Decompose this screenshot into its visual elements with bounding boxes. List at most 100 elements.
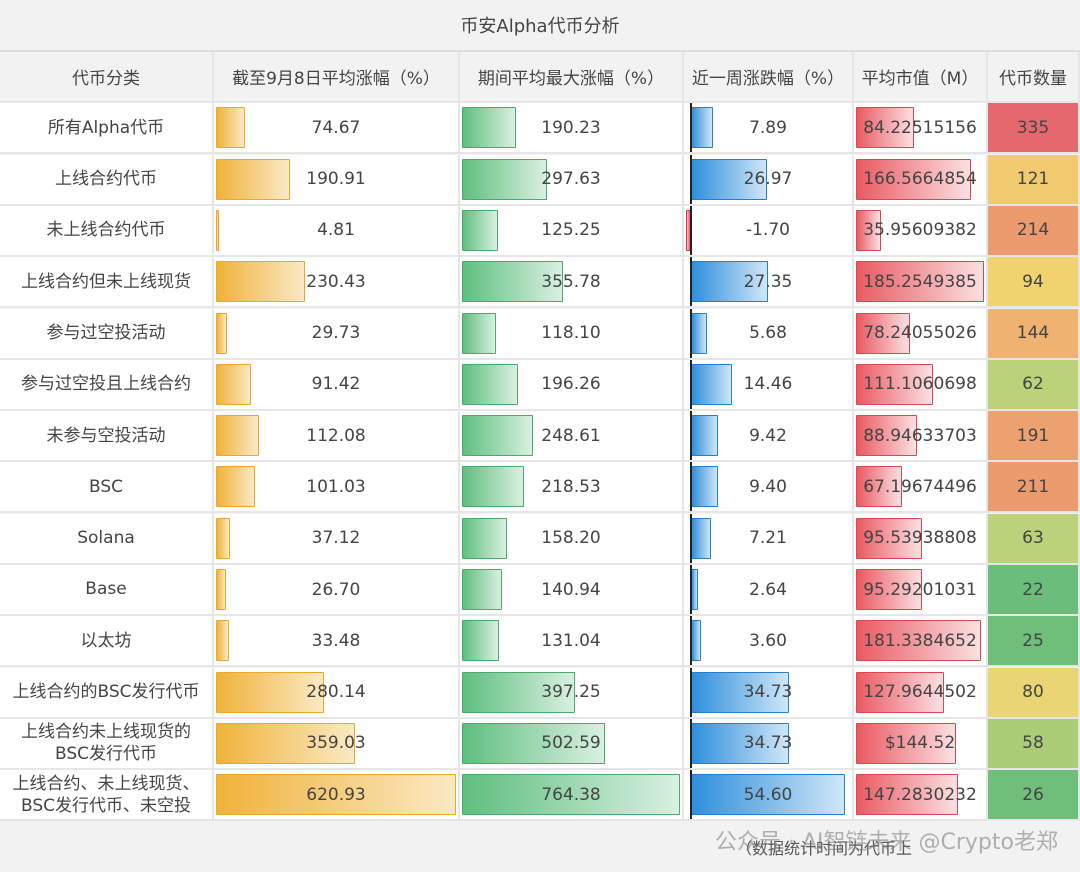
table-row: 所有Alpha代币 74.67 190.23 7.89 84.22515156 335 — [0, 103, 1080, 155]
cell-value: 118.10 — [541, 323, 601, 343]
cell-avg-max-gain: 190.23 — [460, 103, 684, 155]
avg-mcap-bar — [856, 569, 922, 610]
avg-gain-bar — [216, 671, 325, 713]
cell-value: 248.61 — [541, 425, 601, 446]
cell-avg-mcap: 88.94633703 — [854, 411, 988, 463]
avg-gain-bar — [216, 261, 306, 303]
cell-avg-max-gain: 297.63 — [460, 154, 684, 206]
cell-avg-gain: 33.48 — [214, 616, 460, 668]
weekly-zero-axis — [690, 513, 692, 563]
cell-avg-max-gain: 158.20 — [460, 513, 684, 565]
cell-count: 58 — [988, 718, 1080, 770]
cell-weekly-change: 34.73 — [684, 718, 854, 770]
avg-max-gain-bar — [462, 569, 503, 610]
avg-max-gain-bar — [462, 466, 525, 508]
cell-value: -1.70 — [746, 220, 790, 241]
cell-value: 14.46 — [743, 374, 793, 395]
cell-value: 620.93 — [306, 784, 366, 805]
cell-value: 58 — [1022, 733, 1044, 754]
cell-avg-mcap: 95.29201031 — [854, 565, 988, 616]
cell-weekly-change: 9.42 — [684, 411, 854, 463]
weekly-zero-axis — [690, 667, 692, 717]
cell-avg-gain: 620.93 — [214, 770, 460, 822]
cell-value: 230.43 — [306, 271, 366, 292]
cell-count: 94 — [988, 257, 1080, 309]
table-row: 参与过空投且上线合约 91.42 196.26 14.46 111.1060698 62 — [0, 359, 1080, 411]
cell-weekly-change: -1.70 — [684, 205, 854, 257]
cell-value: 所有Alpha代币 — [47, 117, 165, 138]
cell-avg-gain: 4.81 — [214, 205, 460, 257]
header-category: 代币分类 — [0, 52, 214, 103]
avg-gain-bar — [216, 517, 231, 559]
cell-value: 4.81 — [317, 220, 355, 241]
avg-mcap-bar — [856, 107, 915, 149]
cell-value: 62 — [1022, 374, 1044, 395]
avg-mcap-bar — [856, 209, 881, 251]
table-row: 以太坊 33.48 131.04 3.60 181.3384652 25 — [0, 616, 1080, 668]
cell-category: 上线合约未上线现货的BSC发行代币 — [0, 718, 214, 770]
avg-max-gain-bar — [462, 774, 680, 816]
cell-value: 218.53 — [541, 476, 601, 497]
cell-value: 26 — [1022, 784, 1044, 805]
cell-category: 上线合约、未上线现货、BSC发行代币、未空投 — [0, 770, 214, 822]
cell-category: 参与过空投活动 — [0, 308, 214, 360]
table-row: BSC 101.03 218.53 9.40 67.19674496 211 — [0, 462, 1080, 514]
cell-count: 191 — [988, 411, 1080, 463]
table-title: 币安Alpha代币分析 — [0, 0, 1080, 52]
footer: （数据统计时间为代币上 公众号 · AI智链未来 @Crypto老郑 — [0, 822, 1080, 872]
cell-value: 未上线合约代币 — [46, 220, 166, 241]
cell-avg-max-gain: 125.25 — [460, 205, 684, 257]
cell-value: 764.38 — [541, 784, 601, 805]
weekly-change-bar — [691, 774, 845, 816]
cell-value: 74.67 — [311, 117, 361, 138]
weekly-change-bar — [691, 620, 702, 662]
weekly-zero-axis — [690, 308, 692, 358]
cell-count: 335 — [988, 103, 1080, 155]
cell-value: 26.97 — [743, 169, 793, 190]
weekly-change-bar — [691, 261, 769, 303]
cell-value: 127.9644502 — [863, 682, 977, 703]
weekly-zero-axis — [690, 359, 692, 409]
avg-gain-bar — [216, 569, 227, 610]
cell-avg-gain: 74.67 — [214, 103, 460, 155]
header-avg-mcap: 平均市值（M） — [854, 52, 988, 103]
cell-weekly-change: 27.35 — [684, 257, 854, 309]
cell-avg-mcap: 166.5664854 — [854, 154, 988, 206]
avg-mcap-bar — [856, 415, 918, 457]
cell-avg-max-gain: 355.78 — [460, 257, 684, 309]
cell-count: 62 — [988, 359, 1080, 411]
cell-weekly-change: 7.89 — [684, 103, 854, 155]
weekly-change-bar — [691, 569, 699, 610]
weekly-change-bar — [691, 415, 718, 457]
avg-max-gain-bar — [462, 107, 517, 149]
cell-value: 335 — [1016, 117, 1050, 138]
cell-weekly-change: 3.60 — [684, 616, 854, 668]
cell-category: 未上线合约代币 — [0, 205, 214, 257]
cell-category: BSC — [0, 462, 214, 514]
cell-value: 上线合约、未上线现货、BSC发行代币、未空投 — [12, 773, 200, 816]
weekly-zero-axis — [690, 411, 692, 461]
cell-avg-max-gain: 131.04 — [460, 616, 684, 668]
cell-value: 未参与空投活动 — [46, 425, 166, 446]
avg-gain-bar — [216, 466, 256, 508]
avg-gain-bar — [216, 107, 245, 149]
cell-avg-mcap: 95.53938808 — [854, 513, 988, 565]
cell-value: Base — [85, 579, 127, 600]
avg-max-gain-bar — [462, 671, 576, 713]
cell-value: 37.12 — [311, 528, 361, 549]
watermark: 公众号 · AI智链未来 @Crypto老郑 — [715, 830, 1058, 855]
cell-value: 上线合约但未上线现货 — [21, 271, 191, 292]
cell-value: $144.52 — [884, 733, 956, 754]
cell-value: 34.73 — [743, 682, 793, 703]
cell-category: 上线合约的BSC发行代币 — [0, 667, 214, 719]
cell-category: Base — [0, 565, 214, 616]
weekly-zero-axis — [690, 103, 692, 153]
cell-avg-max-gain: 118.10 — [460, 308, 684, 360]
cell-value: 95.29201031 — [863, 579, 977, 600]
cell-avg-max-gain: 764.38 — [460, 770, 684, 822]
avg-mcap-bar — [856, 363, 933, 405]
avg-mcap-bar — [856, 517, 922, 559]
cell-value: 63 — [1022, 528, 1044, 549]
avg-gain-bar — [216, 158, 290, 200]
cell-avg-max-gain: 196.26 — [460, 359, 684, 411]
